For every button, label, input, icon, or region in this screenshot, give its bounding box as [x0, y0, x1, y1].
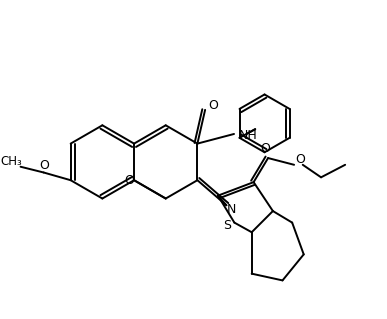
- Text: O: O: [295, 153, 305, 167]
- Text: O: O: [260, 142, 270, 155]
- Text: O: O: [124, 174, 134, 187]
- Text: NH: NH: [239, 130, 258, 142]
- Text: O: O: [40, 159, 50, 172]
- Text: N: N: [226, 203, 236, 216]
- Text: O: O: [208, 99, 218, 112]
- Text: S: S: [224, 219, 231, 232]
- Text: CH₃: CH₃: [0, 155, 22, 168]
